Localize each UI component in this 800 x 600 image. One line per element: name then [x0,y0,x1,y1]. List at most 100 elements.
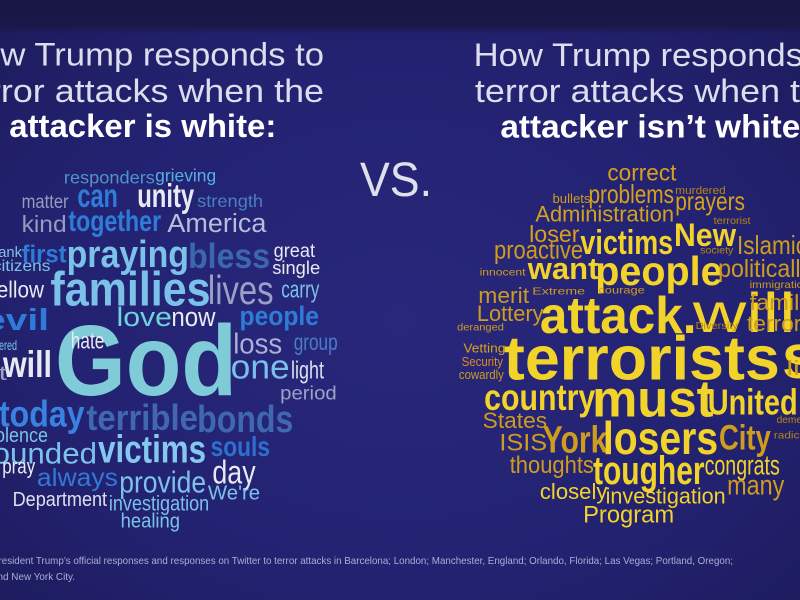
svg-text:courage: courage [598,285,645,297]
svg-text:Administration: Administration [535,202,674,227]
svg-text:people: people [240,301,320,331]
svg-text:fellow: fellow [0,277,44,303]
svg-text:cowardly: cowardly [459,368,505,382]
svg-text:losers: losers [603,412,718,464]
svg-text:terror attacks when the: terror attacks when the [475,73,800,109]
svg-text:correct: correct [607,160,677,186]
svg-text:terrorist: terrorist [714,215,751,227]
svg-text:carry: carry [281,277,319,304]
svg-text:Diversity: Diversity [696,320,739,332]
svg-text:and New York City.: and New York City. [0,571,75,583]
svg-text:radica: radica [774,430,800,442]
svg-text:will: will [692,281,796,344]
svg-text:kind: kind [22,211,67,237]
svg-text:want: want [527,251,599,286]
svg-text:deranged: deranged [457,322,504,334]
svg-text:citizens: citizens [0,258,50,275]
svg-text:souls: souls [211,431,270,462]
svg-text:proactive: proactive [494,235,583,265]
svg-text:immigration: immigration [750,279,800,291]
svg-text:Lottery: Lottery [477,301,544,326]
svg-text:Security: Security [462,355,504,369]
svg-text:ISIS: ISIS [499,430,547,457]
svg-text:ered: ered [0,338,17,353]
svg-text:will: will [2,344,52,385]
svg-text:investigation: investigation [606,484,726,509]
svg-text:Department: Department [13,488,108,511]
svg-text:Islamic: Islamic [737,230,800,260]
svg-text:attacker isn’t white:: attacker isn’t white: [500,109,800,145]
svg-text:We're: We're [208,483,260,505]
svg-text:provide: provide [119,465,206,500]
svg-text:murdered: murdered [675,185,725,197]
svg-text:Vetting: Vetting [463,342,505,356]
svg-text:terror attacks when the: terror attacks when the [0,73,324,109]
svg-text:America: America [167,208,266,238]
svg-text:now: now [171,302,216,332]
svg-text:hank: hank [0,244,22,261]
svg-text:victims: victims [580,224,673,262]
svg-text:How Trump responds to: How Trump responds to [474,37,800,73]
svg-text:innocent: innocent [480,267,526,279]
svg-text:together: together [68,205,161,238]
svg-text:closely: closely [540,479,608,504]
svg-text:hate: hate [71,328,105,354]
svg-text:must: must [592,370,714,428]
svg-text:problems: problems [589,179,675,209]
svg-text:bullets: bullets [553,192,591,206]
svg-text:families: families [750,290,800,315]
svg-text:loss: loss [233,329,282,361]
svg-text:society: society [700,245,734,257]
svg-text:evil: evil [0,302,49,337]
svg-text:today: today [0,393,85,434]
svg-text:victims: victims [98,428,206,471]
svg-text:unity: unity [137,177,194,214]
svg-text:loser: loser [529,221,580,247]
svg-text:grieving: grieving [155,166,216,186]
svg-text:love: love [117,302,173,332]
svg-text:God: God [55,305,237,417]
svg-text:Program: Program [583,502,674,529]
svg-text:light: light [291,357,324,385]
svg-text:day: day [212,454,256,491]
svg-text:terrorists: terrorists [504,325,780,394]
svg-text:period: period [280,383,337,404]
svg-text:pray: pray [2,455,35,478]
svg-text:thoughts: thoughts [510,452,594,479]
svg-text:people: people [595,248,722,294]
svg-text:Extreme: Extreme [532,286,585,298]
svg-text:prayers: prayers [675,186,745,216]
svg-text:wounded: wounded [0,438,97,471]
svg-text:country: country [484,377,596,418]
svg-text:responders: responders [64,167,155,187]
svg-text:New: New [674,217,737,253]
svg-text:attack.: attack. [540,287,697,345]
svg-text:single: single [272,257,320,278]
svg-text:York: York [543,420,608,462]
svg-text:can: can [77,177,118,214]
svg-text:praying: praying [67,234,189,276]
svg-text:tougher: tougher [593,449,705,493]
svg-text:strength: strength [197,191,263,211]
svg-text:How Trump responds to: How Trump responds to [0,36,324,72]
svg-text:States: States [483,408,547,433]
svg-text:healing: healing [121,510,180,532]
svg-text:congrats: congrats [705,449,780,480]
svg-text:lik: lik [787,358,800,380]
svg-text:terrorism: terrorism [747,311,800,336]
svg-text:first: first [22,241,67,268]
svg-text:bonds: bonds [197,399,293,441]
svg-text:United: United [708,382,798,423]
svg-text:President Trump’s official res: President Trump’s official responses and… [0,555,733,567]
svg-text:group: group [294,329,338,355]
svg-text:one: one [231,349,290,387]
svg-text:violence: violence [0,425,48,447]
svg-text:terrible: terrible [86,397,198,438]
svg-text:politically: politically [718,255,800,283]
svg-text:matter: matter [22,192,70,213]
svg-text:it: it [0,363,8,385]
svg-text:merit: merit [478,283,530,308]
svg-text:dement: dement [777,414,800,426]
svg-text:VS.: VS. [360,153,432,207]
svg-text:City: City [719,419,771,458]
